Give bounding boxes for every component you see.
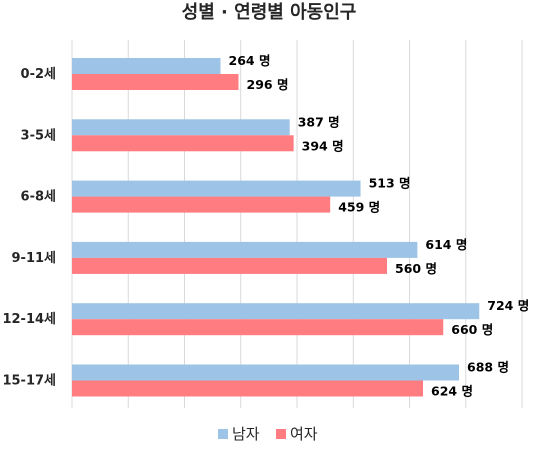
bar-female bbox=[72, 74, 239, 90]
data-label: 624 명 bbox=[431, 384, 473, 399]
bar-female bbox=[72, 380, 423, 397]
gridlines bbox=[71, 40, 523, 408]
category-label: 3-5세 bbox=[21, 128, 56, 143]
legend: 남자 여자 bbox=[218, 425, 318, 443]
legend-swatch bbox=[276, 429, 286, 439]
legend-swatch bbox=[218, 429, 228, 439]
legend-label: 여자 bbox=[290, 425, 318, 443]
bar-female bbox=[72, 196, 331, 213]
bar-male bbox=[72, 241, 418, 258]
data-label: 387 명 bbox=[298, 114, 340, 129]
bar-female bbox=[72, 135, 294, 152]
data-label: 660 명 bbox=[451, 322, 493, 337]
data-label: 560 명 bbox=[395, 261, 437, 276]
category-label: 12-14세 bbox=[2, 312, 56, 327]
bar-male bbox=[72, 119, 290, 136]
category-label: 15-17세 bbox=[2, 374, 56, 389]
bar-male bbox=[72, 180, 361, 197]
bar-male bbox=[72, 364, 459, 381]
bar-male bbox=[72, 303, 480, 320]
data-label: 513 명 bbox=[369, 176, 411, 191]
category-label: 0-2세 bbox=[21, 67, 56, 82]
bar-female bbox=[72, 257, 387, 274]
data-label: 614 명 bbox=[425, 237, 467, 252]
bar-male bbox=[72, 58, 221, 74]
bar-female bbox=[72, 319, 444, 336]
category-label: 9-11세 bbox=[12, 251, 57, 266]
data-labels: 264 명 296 명 387 명 394 명 513 명 459 명 614 명 560 명… bbox=[229, 53, 530, 399]
data-label: 724 명 bbox=[487, 298, 529, 313]
data-label: 394 명 bbox=[302, 138, 344, 153]
data-label: 296 명 bbox=[247, 77, 289, 92]
chart-title: 성별 · 연령별 아동인구 bbox=[182, 2, 357, 23]
category-labels: 0-2세 3-5세 6-8세 9-11세 12-14세 15-17세 bbox=[2, 67, 56, 389]
legend-label: 남자 bbox=[232, 425, 260, 443]
data-label: 459 명 bbox=[338, 200, 380, 215]
data-label: 688 명 bbox=[467, 360, 509, 375]
data-label: 264 명 bbox=[229, 53, 271, 68]
category-label: 6-8세 bbox=[21, 190, 56, 205]
bars bbox=[72, 58, 480, 397]
